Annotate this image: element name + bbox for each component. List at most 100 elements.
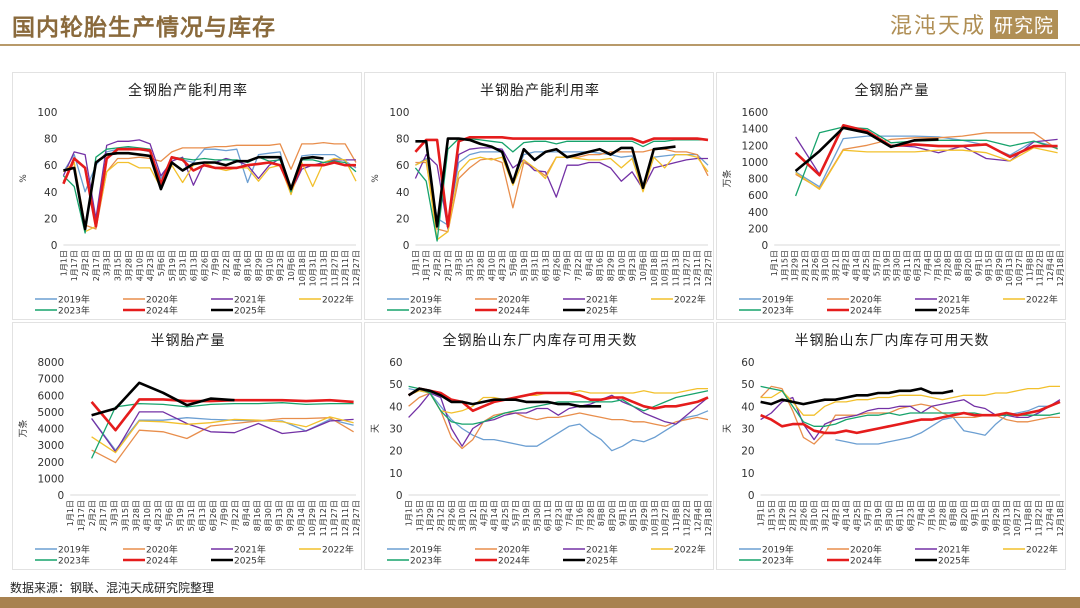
series-line-2025 bbox=[760, 387, 954, 406]
x-tick-label: 1月29日 bbox=[791, 250, 800, 281]
legend-label: 2020年 bbox=[498, 294, 530, 306]
x-tick-label: 2月12日 bbox=[789, 500, 798, 531]
x-tick-label: 8月16日 bbox=[253, 500, 262, 531]
x-tick-label: 4月10日 bbox=[135, 250, 144, 281]
x-tick-label: 3月10日 bbox=[821, 250, 830, 281]
series-line-2022 bbox=[91, 416, 354, 454]
chart-semisteel-inventory-days: 半钢胎山东厂内库存可用天数 0 10 20 30 40 50 60 天 1月1日 1月15日 1月29… bbox=[723, 333, 1065, 567]
y-tick-label: 60 bbox=[396, 160, 409, 172]
legend-label: 2024年 bbox=[498, 305, 530, 317]
x-tick-label: 8月8日 bbox=[949, 500, 958, 526]
x-tick-label: 4月25日 bbox=[501, 500, 510, 531]
y-tick-label: 10 bbox=[389, 468, 402, 480]
x-tick-label: 9月10日 bbox=[617, 250, 626, 281]
series-line-2022 bbox=[760, 385, 1060, 416]
x-tick-label: 4月14日 bbox=[842, 500, 851, 531]
x-tick-label: 9月13日 bbox=[275, 500, 284, 531]
legend-label: 2024年 bbox=[498, 555, 530, 567]
legend-label: 2025年 bbox=[586, 555, 618, 567]
legend-label: 2025年 bbox=[938, 555, 970, 567]
x-tick-label: 5月19日 bbox=[520, 250, 529, 281]
x-tick-label: 11月8日 bbox=[1024, 500, 1033, 531]
data-source-note: 数据来源：钢联、混沌天成研究院整理 bbox=[10, 581, 215, 595]
x-tick-label: 10月13日 bbox=[1003, 500, 1012, 536]
y-tick-label: 8000 bbox=[37, 357, 64, 369]
series-line-2022 bbox=[62, 157, 357, 233]
y-tick-label: 20 bbox=[44, 213, 57, 225]
y-tick-label: 1200 bbox=[741, 140, 768, 152]
chart-title: 半钢胎产量 bbox=[151, 333, 226, 349]
y-tick-label: 30 bbox=[389, 424, 402, 436]
y-axis-label: 万条 bbox=[721, 169, 733, 187]
x-tick-label: 1月15日 bbox=[780, 250, 789, 281]
legend-label: 2022年 bbox=[1026, 544, 1058, 556]
x-tick-label: 10月13日 bbox=[1005, 250, 1014, 286]
chart-steel-output: 全钢胎产量 0 200 400 600 800 1000 1200 1400 1600 万条 1月1日… bbox=[721, 82, 1065, 317]
x-tick-label: 6月13日 bbox=[198, 500, 207, 531]
series-line-2024 bbox=[62, 147, 356, 228]
x-tick-label: 8月8日 bbox=[954, 250, 963, 276]
logo-text: 混沌天成 bbox=[889, 14, 986, 39]
x-tick-label: 9月1日 bbox=[618, 500, 627, 526]
x-tick-label: 3月28日 bbox=[124, 250, 133, 281]
x-tick-label: 10月27日 bbox=[1013, 500, 1022, 536]
x-tick-label: 11月8日 bbox=[672, 500, 681, 531]
x-tick-label: 5月31日 bbox=[531, 250, 540, 281]
x-tick-label: 1月15日 bbox=[767, 500, 776, 531]
legend-label: 2019年 bbox=[410, 544, 442, 556]
x-tick-label: 12月27日 bbox=[704, 250, 713, 286]
legend-label: 2022年 bbox=[322, 544, 354, 556]
y-tick-label: 200 bbox=[748, 223, 768, 235]
x-tick-label: 8月29日 bbox=[254, 250, 263, 281]
x-tick-label: 7月28日 bbox=[586, 500, 595, 531]
x-tick-label: 4月25日 bbox=[853, 500, 862, 531]
x-tick-label: 7月16日 bbox=[934, 250, 943, 281]
series-line-2021 bbox=[91, 411, 354, 453]
x-tick-label: 10月14日 bbox=[297, 500, 306, 536]
x-tick-label: 4月23日 bbox=[498, 250, 507, 281]
chart-panel-2: 全钢胎产量 0 200 400 600 800 1000 1200 1400 1600 万条 1月1日… bbox=[716, 72, 1066, 320]
x-tick-label: 9月29日 bbox=[640, 500, 649, 531]
x-tick-label: 7月22日 bbox=[574, 250, 583, 281]
x-tick-label: 12月11日 bbox=[341, 250, 350, 286]
legend-label: 2020年 bbox=[498, 544, 530, 556]
x-tick-label: 10月27日 bbox=[1015, 250, 1024, 286]
x-tick-label: 1月1日 bbox=[405, 500, 414, 526]
legend-label: 2023年 bbox=[410, 305, 442, 317]
series-line-2019 bbox=[415, 151, 709, 226]
legend-label: 2022年 bbox=[674, 544, 706, 556]
x-tick-label: 4月23日 bbox=[146, 250, 155, 281]
chart-semisteel-output: 半钢胎产量 0 1000 2000 3000 4000 5000 6000 7000 8000 万条… bbox=[17, 333, 361, 567]
x-tick-label: 5月7日 bbox=[872, 250, 881, 276]
x-tick-label: 10月18日 bbox=[298, 250, 307, 286]
legend-label: 2025年 bbox=[586, 305, 618, 317]
chart-panel-5: 半钢胎山东厂内库存可用天数 0 10 20 30 40 50 60 天 1月1日 1月15日 1月29… bbox=[716, 322, 1066, 570]
y-axis-label: 天 bbox=[371, 424, 381, 433]
x-tick-label: 5月19日 bbox=[882, 250, 891, 281]
x-tick-label: 2月26日 bbox=[799, 500, 808, 531]
y-tick-label: 0 bbox=[58, 490, 65, 502]
x-tick-label: 5月19日 bbox=[874, 500, 883, 531]
x-tick-label: 1月17日 bbox=[70, 250, 79, 281]
series-line-2024 bbox=[794, 124, 1058, 177]
chart-title: 半钢胎产能利用率 bbox=[480, 82, 600, 99]
x-tick-label: 1月17日 bbox=[77, 500, 86, 531]
x-tick-label: 11月22日 bbox=[1036, 250, 1045, 286]
x-tick-label: 2月2日 bbox=[88, 500, 97, 526]
x-tick-label: 1月29日 bbox=[778, 500, 787, 531]
x-tick-label: 7月22日 bbox=[222, 250, 231, 281]
legend-label: 2023年 bbox=[58, 305, 90, 317]
y-axis-label: % bbox=[19, 174, 29, 183]
x-tick-label: 3月10日 bbox=[810, 500, 819, 531]
legend-label: 2024年 bbox=[850, 305, 882, 317]
series-line-2021 bbox=[408, 392, 709, 447]
y-tick-label: 1600 bbox=[741, 107, 768, 119]
series-line-2021 bbox=[414, 147, 708, 230]
x-tick-label: 10月18日 bbox=[650, 250, 659, 286]
chart-title: 全钢胎产量 bbox=[855, 82, 930, 99]
y-tick-label: 7000 bbox=[37, 374, 64, 386]
x-tick-label: 8月16日 bbox=[244, 250, 253, 281]
legend-label: 2021年 bbox=[938, 294, 970, 306]
x-tick-label: 9月29日 bbox=[992, 500, 1001, 531]
